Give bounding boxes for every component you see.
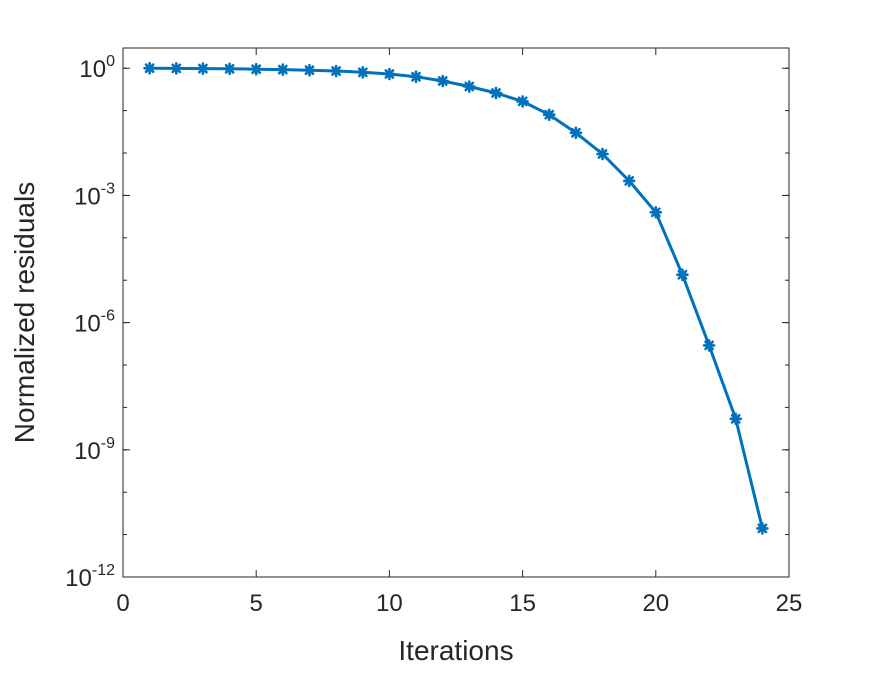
y-tick-label: 10-9 <box>74 435 115 465</box>
y-tick-label: 10-12 <box>65 562 115 592</box>
y-axis-ticks: 10-12 10-9 10-6 10-3 100 <box>65 53 789 592</box>
x-axis-title: Iterations <box>398 635 513 666</box>
y-tick-label: 100 <box>79 53 115 83</box>
x-tick-label: 25 <box>776 590 803 617</box>
y-tick-label: 10-6 <box>74 308 115 338</box>
x-tick-label: 10 <box>376 590 403 617</box>
data-point <box>462 80 476 93</box>
series-layer <box>143 61 769 535</box>
data-point <box>489 86 503 100</box>
data-point <box>542 108 556 121</box>
x-axis-ticks: 0 5 10 15 20 25 <box>116 48 802 617</box>
data-point <box>143 61 156 75</box>
data-point <box>649 206 663 219</box>
axes-box <box>122 47 790 578</box>
data-point <box>569 126 583 140</box>
data-point <box>276 63 290 76</box>
data-point <box>676 268 689 282</box>
data-point <box>249 62 263 76</box>
series-line <box>149 66 764 529</box>
x-tick-label: 20 <box>642 590 669 617</box>
data-point <box>596 147 609 161</box>
data-point <box>436 74 450 88</box>
axes-frame <box>122 47 790 578</box>
data-point <box>756 522 769 535</box>
x-tick-label: 0 <box>116 590 129 617</box>
y-tick-label: 10-3 <box>74 180 115 210</box>
data-point <box>303 63 316 77</box>
x-tick-label: 5 <box>250 590 263 617</box>
x-tick-label: 15 <box>509 590 536 617</box>
data-point <box>622 174 636 188</box>
data-point <box>409 70 423 83</box>
data-point <box>170 62 183 75</box>
data-point <box>729 412 743 426</box>
data-point <box>329 64 343 78</box>
data-point <box>516 95 529 108</box>
data-point <box>383 67 396 81</box>
data-point <box>356 66 370 79</box>
data-point <box>223 62 236 76</box>
data-point <box>702 339 716 352</box>
data-point <box>196 62 210 75</box>
y-axis-title: Normalized residuals <box>9 182 40 443</box>
